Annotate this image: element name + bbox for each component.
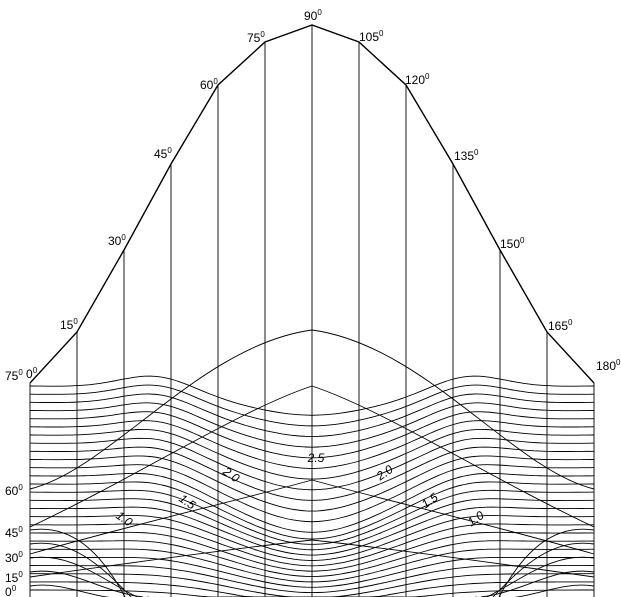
- latitude-label: 600: [5, 483, 23, 498]
- latitude-label: 450: [5, 525, 23, 540]
- contour-line: [29, 506, 595, 556]
- edge-contour: [29, 528, 126, 597]
- contour-line: [30, 540, 594, 577]
- edge-contour: [29, 556, 138, 597]
- contour-line: [30, 523, 594, 567]
- longitude-label: 1800: [596, 358, 621, 373]
- contour-line: [29, 402, 595, 448]
- latitude-label: 150: [5, 570, 23, 585]
- edge-contour: [480, 570, 595, 597]
- contour-line: [29, 573, 594, 597]
- contour-line: [29, 565, 595, 594]
- contour-line: [29, 411, 595, 459]
- contour-line: [29, 473, 595, 533]
- edge-contour: [29, 584, 149, 597]
- contour-line: [29, 481, 595, 540]
- contour-line: [29, 556, 594, 588]
- contour-value-label: 1.5: [176, 491, 198, 512]
- edge-contour: [29, 570, 144, 597]
- contour-line: [29, 428, 595, 480]
- diagram-lines: [29, 24, 595, 597]
- latitude-label: 00: [5, 584, 17, 597]
- longitude-label: 1200: [405, 72, 430, 87]
- contour-line: [29, 548, 595, 583]
- longitude-label: 1650: [548, 318, 573, 333]
- contour-line: [29, 375, 595, 416]
- contour-line: [29, 437, 595, 491]
- longitude-label: 600: [200, 77, 218, 92]
- edge-contour: [29, 542, 132, 597]
- latitude-arc: [29, 385, 595, 528]
- contour-value-label: 1.0: [465, 508, 487, 529]
- contour-line: [29, 393, 595, 437]
- longitude-label: 1500: [500, 236, 525, 251]
- edge-contour: [492, 542, 595, 597]
- contour-line: [29, 531, 595, 572]
- contour-line: [29, 420, 595, 469]
- edge-contour: [475, 584, 595, 597]
- contour-line: [29, 489, 595, 545]
- diagram-labels: 0015030045060075090010501200135015001650…: [5, 8, 621, 597]
- longitude-label: 750: [247, 30, 265, 45]
- contour-line: [29, 384, 595, 427]
- edge-contour: [486, 556, 595, 597]
- edge-contour: [498, 528, 595, 597]
- contour-value-label: 2.5: [307, 451, 325, 465]
- contour-line: [29, 455, 595, 512]
- contour-line: [29, 446, 595, 501]
- latitude-label: 300: [5, 550, 23, 565]
- inner-dome-arc: [29, 329, 595, 490]
- longitude-label: 1050: [359, 29, 384, 44]
- latitude-label: 750: [5, 368, 23, 383]
- longitude-label: 150: [60, 317, 78, 332]
- longitude-label: 1350: [454, 148, 479, 163]
- contour-line: [29, 498, 595, 551]
- contour-line: [30, 581, 594, 597]
- contour-line: [29, 515, 595, 561]
- longitude-label: 450: [154, 146, 172, 161]
- longitude-label: 00: [26, 366, 38, 381]
- latitude-arc: [29, 539, 595, 578]
- contour-line: [29, 464, 595, 523]
- latitude-arc: [29, 479, 595, 555]
- longitude-label: 300: [108, 233, 126, 248]
- longitude-label: 900: [304, 8, 322, 23]
